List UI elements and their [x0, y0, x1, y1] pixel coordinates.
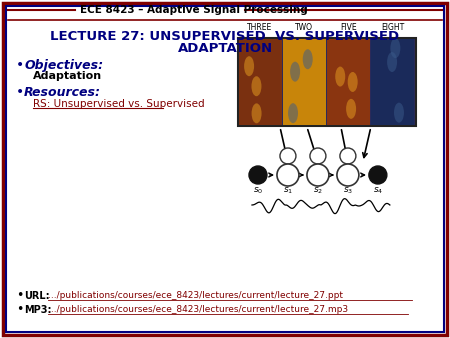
Text: MP3:: MP3: — [24, 305, 52, 315]
Text: Adaptation: Adaptation — [33, 71, 102, 81]
Circle shape — [307, 164, 329, 186]
Text: Resources:: Resources: — [24, 86, 101, 98]
Text: $s_1$: $s_1$ — [283, 186, 293, 196]
Text: FIVE: FIVE — [341, 23, 357, 32]
Circle shape — [340, 148, 356, 164]
Text: •: • — [16, 304, 23, 316]
Text: $s_3$: $s_3$ — [343, 186, 353, 196]
FancyBboxPatch shape — [3, 3, 447, 335]
Circle shape — [337, 164, 359, 186]
FancyBboxPatch shape — [371, 39, 414, 125]
Ellipse shape — [261, 56, 271, 76]
Text: $s_4$: $s_4$ — [373, 186, 383, 196]
Ellipse shape — [304, 71, 315, 91]
Ellipse shape — [261, 79, 271, 99]
Text: EIGHT: EIGHT — [381, 23, 405, 32]
Ellipse shape — [354, 93, 364, 113]
Ellipse shape — [386, 39, 396, 58]
Circle shape — [310, 148, 326, 164]
Text: •: • — [16, 290, 23, 303]
Text: ADAPTATION: ADAPTATION — [177, 42, 273, 54]
Text: RS: Unsupervised vs. Supervised: RS: Unsupervised vs. Supervised — [33, 99, 205, 109]
Ellipse shape — [295, 67, 305, 87]
Text: $s_2$: $s_2$ — [313, 186, 323, 196]
Text: TWO: TWO — [295, 23, 313, 32]
Ellipse shape — [307, 65, 317, 85]
Ellipse shape — [394, 90, 404, 110]
Circle shape — [280, 148, 296, 164]
Text: •: • — [16, 85, 24, 99]
FancyBboxPatch shape — [283, 39, 326, 125]
Text: URL:: URL: — [24, 291, 50, 301]
Text: LECTURE 27: UNSUPERVISED  VS. SUPERVISED: LECTURE 27: UNSUPERVISED VS. SUPERVISED — [50, 29, 400, 43]
Ellipse shape — [338, 83, 347, 103]
Text: $s_0$: $s_0$ — [253, 186, 263, 196]
Text: .../publications/courses/ece_8423/lectures/current/lecture_27.ppt: .../publications/courses/ece_8423/lectur… — [48, 291, 343, 300]
Ellipse shape — [355, 107, 365, 127]
FancyBboxPatch shape — [239, 39, 282, 125]
Ellipse shape — [246, 99, 256, 119]
Circle shape — [277, 164, 299, 186]
Ellipse shape — [389, 42, 399, 62]
Circle shape — [369, 166, 387, 184]
Text: THREE: THREE — [248, 23, 273, 32]
Circle shape — [249, 166, 267, 184]
Text: Objectives:: Objectives: — [24, 58, 104, 72]
FancyBboxPatch shape — [238, 38, 416, 126]
Text: ECE 8423 – Adaptive Signal Processing: ECE 8423 – Adaptive Signal Processing — [80, 5, 308, 15]
FancyBboxPatch shape — [327, 39, 370, 125]
Text: •: • — [16, 58, 24, 72]
Text: .../publications/courses/ece_8423/lectures/current/lecture_27.mp3: .../publications/courses/ece_8423/lectur… — [48, 306, 348, 314]
